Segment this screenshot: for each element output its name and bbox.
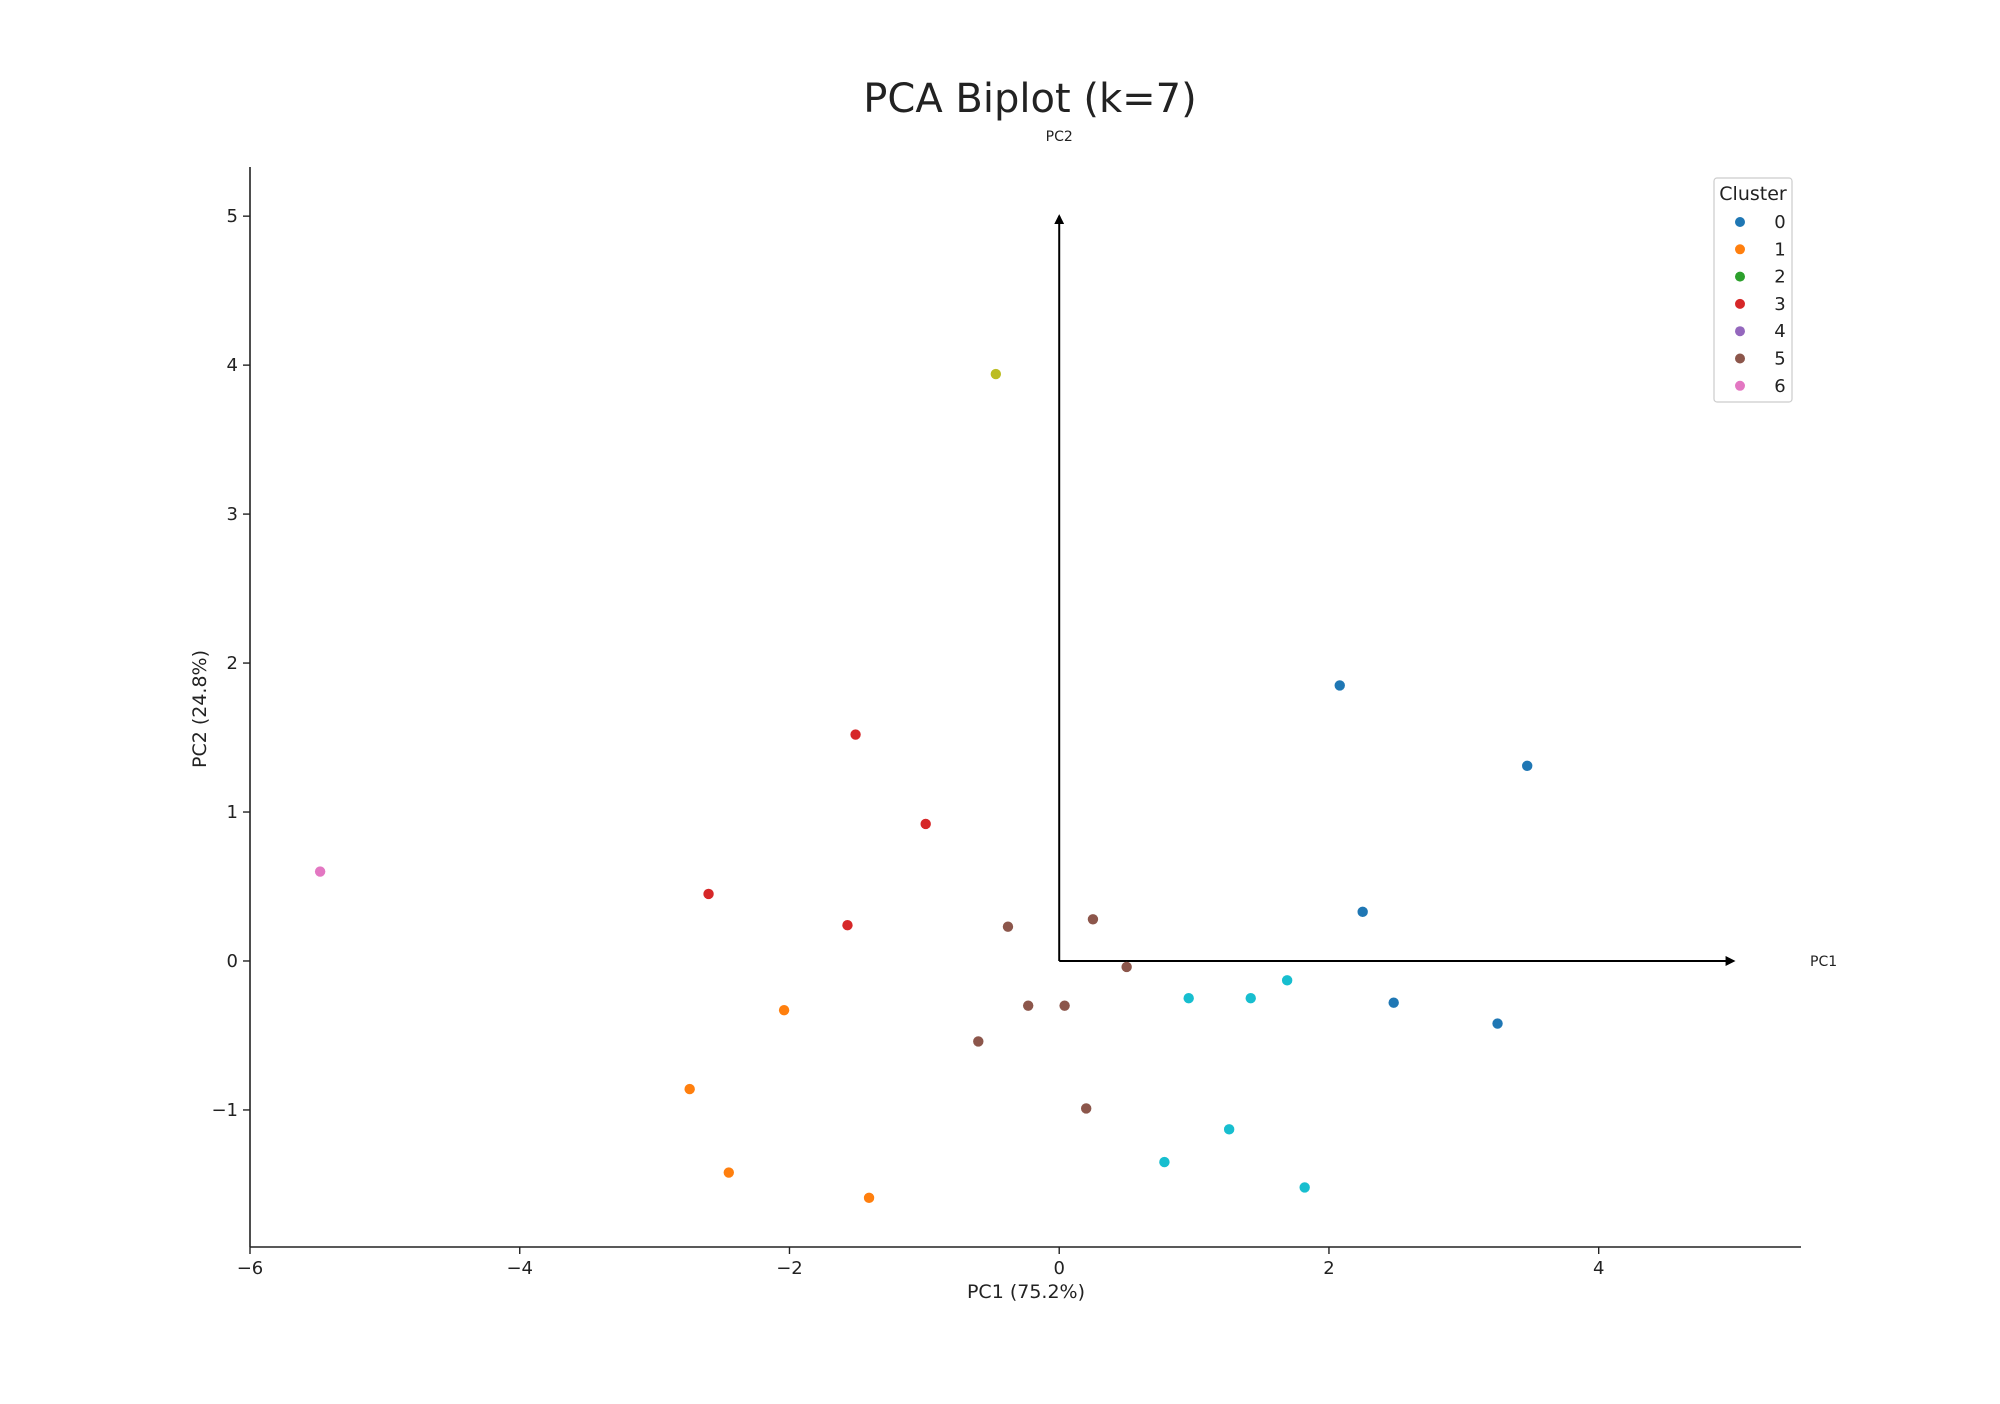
legend-label: 4 [1774, 321, 1785, 342]
y-tick-label: 2 [227, 653, 238, 674]
x-tick-label: 4 [1593, 1258, 1604, 1279]
data-point [1281, 975, 1293, 986]
data-point [1087, 914, 1099, 925]
data-point [1245, 993, 1256, 1004]
data-point [1388, 997, 1399, 1008]
legend-marker [1735, 298, 1745, 309]
legend-label: 3 [1774, 294, 1785, 315]
data-point [990, 368, 1002, 380]
x-axis-label: PC1 (75.2%) [967, 1281, 1085, 1303]
data-point [1183, 993, 1194, 1004]
legend-marker [1735, 380, 1745, 391]
data-point [1357, 906, 1368, 918]
x-tick-label: −6 [237, 1258, 264, 1279]
legend-title: Cluster [1719, 183, 1787, 205]
data-point [1080, 1103, 1092, 1114]
data-point [863, 1192, 875, 1204]
data-point [1492, 1018, 1503, 1029]
legend-marker [1735, 217, 1745, 227]
data-point [920, 818, 931, 830]
y-tick-label: 1 [227, 802, 238, 823]
y-tick-label: 4 [227, 355, 238, 376]
data-point [703, 888, 714, 900]
data-point [1522, 760, 1533, 772]
data-point [1002, 921, 1014, 932]
data-point [1334, 680, 1345, 691]
legend-label: 6 [1774, 376, 1785, 397]
data-point [314, 866, 326, 877]
y-tick-label: 3 [227, 504, 238, 525]
data-point [1022, 1000, 1034, 1011]
data-point [973, 1036, 984, 1047]
data-point [723, 1167, 734, 1178]
loading-vectors: PC2 PC1 [1046, 129, 1837, 970]
legend-marker [1735, 244, 1745, 255]
x-tick-label: 0 [1053, 1258, 1064, 1279]
legend-frame [1713, 177, 1793, 403]
y-axis-ticks: −1 0 1 2 3 4 5 [211, 206, 250, 1121]
loading-label-pc2: PC2 [1046, 129, 1073, 145]
y-tick-label: 0 [227, 951, 238, 972]
y-axis-label: PC2 (24.8%) [189, 650, 211, 768]
x-axis-ticks: −6 −4 −2 0 2 4 [237, 1247, 1604, 1279]
y-tick-label: −1 [211, 1100, 238, 1121]
legend-marker [1735, 271, 1745, 282]
legend-label: 1 [1774, 239, 1785, 260]
data-point [684, 1083, 695, 1095]
data-point [850, 729, 861, 740]
data-point [1121, 961, 1132, 973]
data-point [778, 1004, 790, 1016]
data-point [1223, 1124, 1235, 1135]
x-tick-label: −4 [506, 1258, 533, 1279]
chart-title: PCA Biplot (k=7) [863, 76, 1196, 122]
loading-label-pc1: PC1 [1810, 954, 1837, 970]
data-point [1059, 1000, 1070, 1011]
data-point [1299, 1182, 1310, 1193]
legend-marker [1735, 326, 1745, 337]
legend-marker [1735, 353, 1745, 364]
plot-area: −6 −4 −2 0 2 4 −1 0 1 2 3 4 5 PC2 PC1 [211, 129, 1837, 1279]
legend: Cluster 0 1 2 3 4 5 6 [1713, 177, 1793, 403]
data-point [1159, 1156, 1170, 1168]
legend-label: 0 [1774, 212, 1785, 233]
scatter-points [314, 368, 1533, 1204]
x-tick-label: −2 [776, 1258, 803, 1279]
legend-label: 5 [1774, 349, 1785, 370]
data-point [842, 920, 853, 931]
y-tick-label: 5 [227, 206, 238, 227]
legend-items: 0 1 2 3 4 5 6 [1735, 212, 1786, 397]
x-tick-label: 2 [1323, 1258, 1334, 1279]
legend-label: 2 [1774, 267, 1785, 288]
